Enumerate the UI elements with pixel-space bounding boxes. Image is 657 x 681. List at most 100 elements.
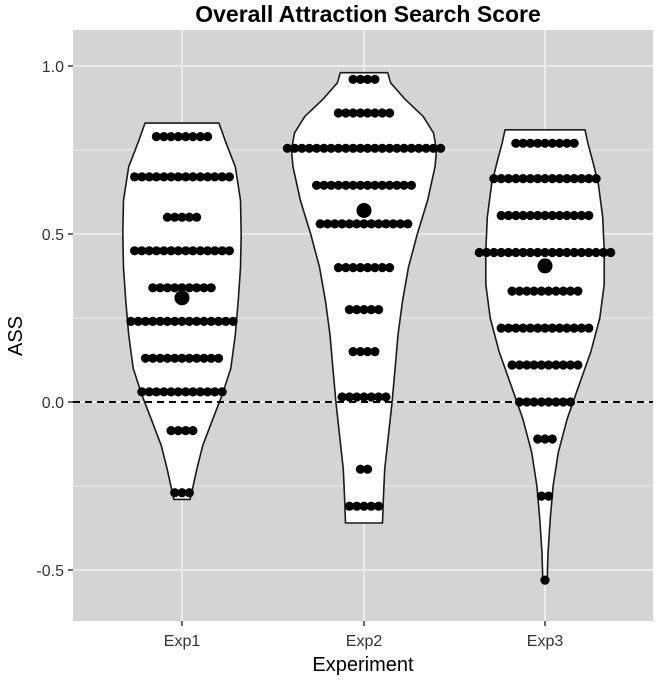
data-dot (547, 434, 557, 444)
data-dot (170, 316, 180, 326)
data-dot (184, 316, 194, 326)
data-dot (428, 143, 438, 153)
data-dot (319, 180, 329, 190)
data-dot (352, 305, 362, 315)
data-dot (210, 246, 220, 256)
data-dot (188, 387, 198, 397)
data-dot (333, 180, 343, 190)
data-dot (529, 397, 539, 407)
data-dot (562, 210, 572, 221)
x-tick-label: Exp1 (164, 633, 201, 650)
data-dot (133, 316, 143, 326)
data-dot (540, 210, 550, 221)
data-dot (140, 353, 151, 363)
data-dot (333, 263, 343, 273)
data-dot (536, 397, 547, 407)
data-dot (584, 174, 594, 184)
data-dot (210, 172, 220, 182)
data-dot (170, 353, 180, 363)
data-dot (511, 138, 521, 148)
data-dot (565, 360, 576, 370)
data-dot (370, 74, 380, 84)
data-dot (555, 138, 565, 148)
data-dot (533, 210, 543, 221)
data-dot (177, 283, 187, 293)
data-dot (341, 108, 351, 118)
data-dot (514, 397, 525, 407)
data-dot (355, 347, 365, 357)
data-dot (148, 353, 158, 363)
data-dot (533, 434, 543, 444)
data-dot (166, 387, 176, 397)
data-dot (326, 180, 336, 190)
data-dot (144, 172, 154, 182)
data-dot (192, 212, 202, 222)
data-dot (392, 143, 402, 153)
data-dot (374, 392, 384, 402)
data-dot (177, 212, 187, 222)
data-dot (297, 143, 307, 153)
data-dot (533, 323, 543, 333)
data-dot (326, 143, 336, 153)
data-dot (140, 316, 151, 326)
data-dot (352, 219, 362, 229)
data-dot (344, 219, 354, 229)
data-dot (355, 180, 365, 190)
data-dot (584, 247, 594, 258)
data-dot (173, 387, 183, 397)
data-dot (221, 316, 231, 326)
data-dot (514, 286, 525, 296)
data-dot (137, 246, 147, 256)
data-dot (536, 491, 547, 501)
data-dot (518, 174, 528, 184)
data-dot (199, 316, 209, 326)
data-dot (569, 138, 579, 148)
data-dot (525, 210, 536, 221)
data-dot (399, 143, 409, 153)
data-dot (551, 360, 561, 370)
data-dot (540, 575, 550, 585)
data-dot (544, 397, 554, 407)
data-dot (203, 246, 213, 256)
data-dot (377, 180, 387, 190)
data-dot (573, 286, 583, 296)
data-dot (562, 138, 572, 148)
data-dot (144, 246, 154, 256)
data-dot (162, 212, 172, 222)
data-dot (355, 464, 365, 474)
y-tick-label: 0.5 (42, 227, 64, 244)
data-dot (496, 247, 506, 258)
data-dot (352, 392, 362, 402)
data-dot (514, 360, 525, 370)
data-dot (181, 387, 191, 397)
data-dot (511, 323, 521, 333)
data-dot (304, 143, 314, 153)
data-dot (370, 180, 380, 190)
data-dot (511, 210, 521, 221)
data-dot (341, 263, 351, 273)
data-dot (558, 360, 568, 370)
data-dot (159, 387, 169, 397)
data-dot (377, 143, 387, 153)
data-dot (290, 143, 300, 153)
data-dot (137, 387, 147, 397)
data-dot (489, 174, 499, 184)
data-dot (181, 426, 191, 436)
data-dot (151, 387, 161, 397)
data-dot (184, 283, 194, 293)
data-dot (203, 387, 213, 397)
data-dot (496, 323, 506, 333)
data-dot (381, 219, 391, 229)
data-dot (503, 174, 514, 184)
data-dot (507, 286, 517, 296)
data-dot (355, 263, 365, 273)
data-dot (525, 323, 536, 333)
data-dot (525, 138, 536, 148)
data-dot (126, 316, 136, 326)
data-dot (195, 387, 205, 397)
data-dot (348, 263, 358, 273)
data-dot (533, 174, 543, 184)
data-dot (322, 219, 333, 229)
data-dot (137, 172, 147, 182)
data-dot (540, 174, 550, 184)
